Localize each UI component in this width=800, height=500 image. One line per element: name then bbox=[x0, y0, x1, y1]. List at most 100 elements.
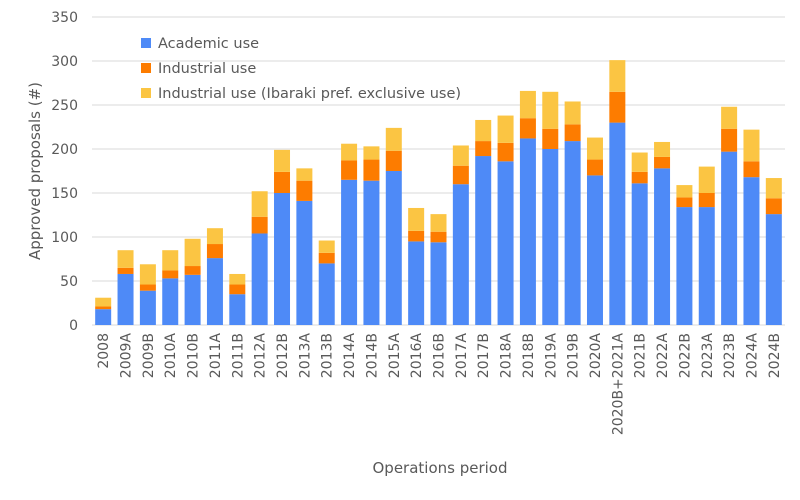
x-tick-label: 2017A bbox=[454, 333, 470, 379]
bar-2020A-series-1 bbox=[586, 159, 603, 176]
y-tick-label: 350 bbox=[51, 10, 78, 26]
bar-2017A-series-1 bbox=[452, 165, 469, 185]
y-tick-label: 0 bbox=[69, 318, 78, 334]
x-tick-label: 2023B bbox=[722, 333, 738, 378]
bar-2020B+2021A-series-1 bbox=[609, 91, 626, 123]
bar-2017B-series-0 bbox=[475, 156, 492, 325]
bar-2015A-series-2 bbox=[385, 127, 402, 151]
bar-2008-series-2 bbox=[95, 297, 112, 307]
bar-2009A-series-2 bbox=[117, 250, 134, 268]
bar-2018B-series-1 bbox=[519, 118, 536, 139]
bar-2024A-series-1 bbox=[743, 161, 760, 178]
bar-2010A-series-2 bbox=[162, 250, 179, 271]
x-tick-label: 2023A bbox=[700, 333, 716, 379]
bar-2018A-series-1 bbox=[497, 142, 514, 162]
bar-2008-series-0 bbox=[95, 309, 112, 325]
bar-2012A-series-2 bbox=[251, 191, 268, 217]
bar-2011B-series-1 bbox=[229, 284, 246, 295]
bar-2009A-series-1 bbox=[117, 267, 134, 274]
x-tick-label: 2016A bbox=[409, 333, 425, 379]
bar-2015A-series-0 bbox=[385, 171, 402, 325]
bar-2008-series-1 bbox=[95, 306, 112, 310]
bar-2012B-series-2 bbox=[274, 149, 291, 172]
x-tick-label: 2012A bbox=[253, 333, 269, 379]
x-tick-label: 2011A bbox=[208, 333, 224, 379]
bar-2022B-series-0 bbox=[676, 207, 693, 325]
bar-2018B-series-2 bbox=[519, 90, 536, 119]
bar-2009A-series-0 bbox=[117, 273, 134, 325]
bar-2011A-series-2 bbox=[206, 228, 223, 245]
bar-2016A-series-0 bbox=[408, 241, 425, 325]
bar-2021B-series-0 bbox=[631, 183, 648, 325]
bar-2019B-series-1 bbox=[564, 124, 581, 142]
bar-2015A-series-1 bbox=[385, 150, 402, 171]
bar-2016A-series-2 bbox=[408, 207, 425, 231]
bar-2023A-series-0 bbox=[698, 207, 715, 325]
x-tick-label: 2010B bbox=[186, 333, 202, 378]
bar-2010B-series-0 bbox=[184, 274, 201, 325]
bar-2009B-series-1 bbox=[139, 284, 156, 291]
bar-2014A-series-0 bbox=[341, 179, 358, 325]
legend-label: Industrial use (Ibaraki pref. exclusive … bbox=[158, 86, 461, 102]
bar-2019A-series-2 bbox=[542, 91, 559, 129]
x-tick-label: 2017B bbox=[476, 333, 492, 378]
bar-2024B-series-1 bbox=[765, 198, 782, 215]
x-tick-label: 2018B bbox=[521, 333, 537, 378]
bar-2022B-series-2 bbox=[676, 185, 693, 198]
y-tick-label: 150 bbox=[51, 186, 78, 202]
bar-2014B-series-2 bbox=[363, 146, 380, 160]
x-axis-label: Operations period bbox=[372, 459, 507, 477]
bar-2018A-series-2 bbox=[497, 115, 514, 143]
x-tick-label: 2010A bbox=[163, 333, 179, 379]
bar-2018A-series-0 bbox=[497, 161, 514, 325]
bar-2021B-series-2 bbox=[631, 152, 648, 172]
bar-2018B-series-0 bbox=[519, 138, 536, 325]
bar-2017B-series-2 bbox=[475, 119, 492, 142]
x-tick-label: 2015A bbox=[387, 333, 403, 379]
bar-2024A-series-0 bbox=[743, 177, 760, 325]
x-tick-label: 2013A bbox=[297, 333, 313, 379]
bar-2011B-series-0 bbox=[229, 294, 246, 325]
x-tick-label: 2024A bbox=[744, 333, 760, 379]
x-tick-label: 2008 bbox=[96, 333, 112, 369]
bar-2023A-series-2 bbox=[698, 166, 715, 193]
bar-2010B-series-1 bbox=[184, 266, 201, 275]
bar-2019A-series-0 bbox=[542, 149, 559, 325]
x-tick-label: 2014B bbox=[364, 333, 380, 378]
bar-2016B-series-2 bbox=[430, 214, 447, 232]
legend-label: Academic use bbox=[158, 36, 259, 52]
bar-2022B-series-1 bbox=[676, 197, 693, 208]
bar-2022A-series-0 bbox=[654, 168, 671, 325]
bar-2013B-series-2 bbox=[318, 240, 335, 253]
bar-2019B-series-0 bbox=[564, 141, 581, 325]
bar-2021B-series-1 bbox=[631, 171, 648, 184]
legend-swatch bbox=[141, 38, 151, 48]
x-tick-label: 2012B bbox=[275, 333, 291, 378]
x-tick-label: 2021B bbox=[633, 333, 649, 378]
bar-2012B-series-1 bbox=[274, 171, 291, 193]
bar-2023B-series-0 bbox=[721, 151, 738, 325]
bar-2024A-series-2 bbox=[743, 129, 760, 162]
x-tick-label: 2020B+2021A bbox=[610, 333, 626, 436]
y-tick-label: 300 bbox=[51, 54, 78, 70]
bar-2017A-series-2 bbox=[452, 145, 469, 166]
y-tick-label: 100 bbox=[51, 230, 78, 246]
x-tick-label: 2024B bbox=[767, 333, 783, 378]
bar-2020A-series-0 bbox=[586, 175, 603, 325]
bar-2014A-series-2 bbox=[341, 143, 358, 161]
x-tick-label: 2019A bbox=[543, 333, 559, 379]
bar-2019B-series-2 bbox=[564, 101, 581, 125]
bar-2022A-series-2 bbox=[654, 141, 671, 157]
x-tick-label: 2016B bbox=[432, 333, 448, 378]
bar-2010A-series-0 bbox=[162, 278, 179, 325]
bar-2020B+2021A-series-2 bbox=[609, 60, 626, 92]
y-tick-label: 250 bbox=[51, 98, 78, 114]
bar-2013A-series-0 bbox=[296, 200, 313, 325]
legend-swatch bbox=[141, 63, 151, 73]
x-tick-label: 2011B bbox=[230, 333, 246, 378]
x-tick-label: 2014A bbox=[342, 333, 358, 379]
x-tick-label: 2018A bbox=[499, 333, 515, 379]
y-tick-label: 200 bbox=[51, 142, 78, 158]
